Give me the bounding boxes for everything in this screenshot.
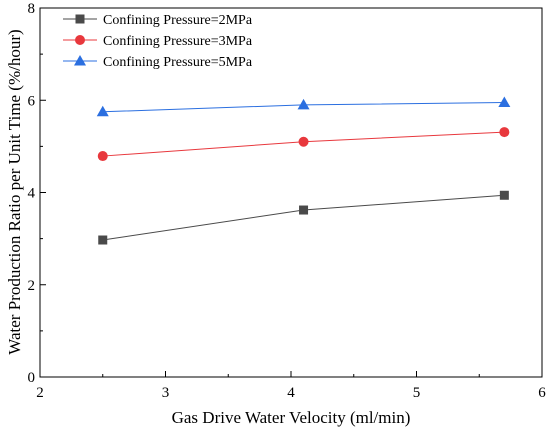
y-tick-label: 4 [28, 186, 36, 202]
legend-item: Confining Pressure=5MPa [63, 55, 253, 70]
y-axis-title: Water Production Ratio per Unit Time (%/… [5, 29, 24, 354]
x-tick-label: 2 [36, 385, 44, 401]
data-point [98, 235, 108, 245]
data-point [299, 205, 309, 215]
legend-label: Confining Pressure=5MPa [103, 55, 253, 70]
series-line [102, 194, 505, 241]
legend-item: Confining Pressure=3MPa [63, 34, 253, 49]
y-tick-label: 8 [28, 1, 36, 17]
data-point [96, 105, 109, 117]
legend: Confining Pressure=2MPa Confining Pressur… [63, 13, 253, 70]
data-point [499, 127, 510, 138]
x-tick-label: 5 [413, 385, 421, 401]
x-tick-label: 6 [538, 385, 546, 401]
data-point [97, 151, 108, 162]
data-point [297, 98, 310, 110]
legend-item: Confining Pressure=2MPa [63, 13, 253, 28]
series-2 [97, 127, 510, 162]
axis-ticks [39, 7, 543, 378]
data-point [499, 190, 509, 200]
y-tick-label: 2 [28, 278, 36, 294]
series-1 [98, 190, 509, 245]
x-tick-label: 3 [162, 385, 170, 401]
y-tick-label: 6 [28, 93, 36, 109]
legend-marker [74, 55, 86, 66]
data-point [298, 136, 309, 147]
legend-label: Confining Pressure=3MPa [103, 34, 253, 49]
series-3 [96, 96, 511, 117]
x-axis-title: Gas Drive Water Velocity (ml/min) [172, 408, 411, 427]
legend-marker [75, 35, 85, 45]
legend-marker [75, 14, 85, 24]
series-layer [96, 96, 511, 245]
legend-label: Confining Pressure=2MPa [103, 13, 253, 28]
data-point [498, 96, 511, 108]
y-tick-label: 0 [28, 370, 36, 386]
x-tick-label: 4 [287, 385, 295, 401]
